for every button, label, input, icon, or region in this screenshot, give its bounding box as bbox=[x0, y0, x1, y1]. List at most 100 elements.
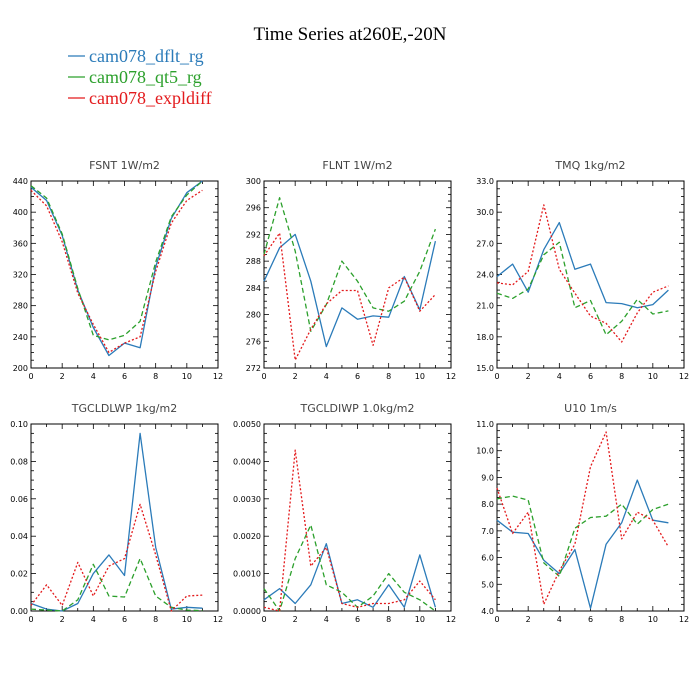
x-tick-label: 10 bbox=[182, 372, 192, 381]
y-tick-label: 276 bbox=[246, 337, 261, 346]
x-tick-label: 0 bbox=[494, 615, 499, 624]
series-line bbox=[496, 204, 669, 343]
x-tick-label: 4 bbox=[324, 615, 329, 624]
x-tick-label: 2 bbox=[293, 615, 298, 624]
x-tick-label: 6 bbox=[355, 615, 360, 624]
x-tick-label: 12 bbox=[213, 372, 223, 381]
x-tick-label: 0 bbox=[28, 615, 33, 624]
legend-label: cam078_expldiff bbox=[89, 88, 212, 108]
y-tick-label: 5.0 bbox=[481, 580, 494, 589]
y-tick-label: 0.10 bbox=[10, 420, 28, 429]
y-tick-label: 0.0020 bbox=[233, 532, 261, 541]
y-tick-label: 400 bbox=[13, 208, 28, 217]
y-tick-label: 0.0010 bbox=[233, 570, 261, 579]
panel-title: FLNT 1W/m2 bbox=[322, 159, 392, 172]
plot-frame bbox=[30, 423, 219, 612]
x-tick-label: 2 bbox=[60, 372, 65, 381]
x-tick-label: 8 bbox=[386, 372, 391, 381]
panels: FSNT 1W/m20 2 4 6 8 10 12200240280320360400440… bbox=[10, 159, 689, 624]
panel-title: TGCLDIWP 1.0kg/m2 bbox=[299, 402, 414, 415]
series-line bbox=[30, 189, 203, 354]
series-line bbox=[496, 495, 669, 577]
series-line bbox=[263, 232, 436, 361]
panel-title: FSNT 1W/m2 bbox=[89, 159, 160, 172]
panel-title: TMQ 1kg/m2 bbox=[554, 159, 625, 172]
x-tick-label: 8 bbox=[153, 372, 158, 381]
x-tick-label: 4 bbox=[557, 372, 562, 381]
x-tick-label: 12 bbox=[446, 372, 456, 381]
legend-label: cam078_dflt_rg bbox=[89, 46, 204, 66]
x-tick-label: 2 bbox=[293, 372, 298, 381]
series-line bbox=[263, 543, 437, 608]
y-tick-label: 0.02 bbox=[10, 570, 28, 579]
x-tick-label: 0 bbox=[261, 372, 266, 381]
y-tick-label: 8.0 bbox=[481, 500, 494, 509]
chart-panel: TGCLDIWP 1.0kg/m2 0 2 4 6 8 10 12 0.0000 0.0010 0.… bbox=[233, 402, 456, 624]
y-tick-label: 11.0 bbox=[476, 420, 494, 429]
chart-panel: FLNT 1W/m2 0 2 4 6 8 10 12 272 276 280 284 288 292 296… bbox=[246, 159, 456, 381]
y-tick-label: 0.00 bbox=[10, 607, 28, 616]
x-tick-label: 10 bbox=[415, 615, 425, 624]
panel-title: U10 1m/s bbox=[564, 402, 617, 415]
x-tick-label: 2 bbox=[526, 615, 531, 624]
y-tick-label: 360 bbox=[13, 239, 28, 248]
y-tick-label: 272 bbox=[246, 364, 261, 373]
y-tick-label: 440 bbox=[13, 177, 28, 186]
x-tick-label: 8 bbox=[153, 615, 158, 624]
x-tick-label: 4 bbox=[557, 615, 562, 624]
series-line bbox=[263, 197, 437, 332]
series-line bbox=[30, 557, 203, 612]
x-tick-label: 2 bbox=[526, 372, 531, 381]
y-tick-label: 4.0 bbox=[481, 607, 494, 616]
chart-panel: U10 1m/s 0 2 4 6 8 10 12 4.0 5.0 6.0 7.0 8.0 9.0 10.0 1… bbox=[476, 402, 689, 624]
y-tick-label: 280 bbox=[13, 302, 28, 311]
y-tick-label: 288 bbox=[246, 257, 261, 266]
x-tick-label: 6 bbox=[355, 372, 360, 381]
x-tick-label: 8 bbox=[619, 615, 624, 624]
y-tick-label: 15.0 bbox=[476, 364, 494, 373]
series-line bbox=[263, 524, 436, 612]
y-tick-label: 0.0040 bbox=[233, 457, 261, 466]
x-tick-label: 10 bbox=[648, 372, 658, 381]
y-tick-label: 0.0050 bbox=[233, 420, 261, 429]
y-tick-label: 300 bbox=[246, 177, 261, 186]
y-tick-label: 18.0 bbox=[476, 333, 494, 342]
y-tick-label: 280 bbox=[246, 311, 261, 320]
chart-panel: TMQ 1kg/m2 0 2 4 6 8 10 12 15.0 18.0 21.0 24.0 27.0 3… bbox=[476, 159, 689, 381]
y-tick-label: 240 bbox=[13, 333, 28, 342]
figure-title: Time Series at260E,-20N bbox=[254, 24, 447, 45]
y-tick-label: 0.06 bbox=[10, 495, 28, 504]
y-tick-label: 10.0 bbox=[476, 447, 494, 456]
x-tick-label: 6 bbox=[122, 615, 127, 624]
x-tick-label: 0 bbox=[28, 372, 33, 381]
y-tick-label: 33.0 bbox=[476, 177, 494, 186]
x-tick-label: 8 bbox=[386, 615, 391, 624]
y-tick-label: 292 bbox=[246, 230, 261, 239]
legend-label: cam078_qt5_rg bbox=[89, 67, 202, 87]
x-tick-label: 10 bbox=[182, 615, 192, 624]
y-tick-label: 0.08 bbox=[10, 457, 28, 466]
x-tick-label: 12 bbox=[679, 615, 689, 624]
chart-panel: FSNT 1W/m2 0 2 4 6 8 10 12 200 240 280 320 360 400 440 bbox=[13, 159, 223, 381]
y-tick-label: 0.04 bbox=[10, 532, 28, 541]
series-line bbox=[263, 449, 436, 612]
series-line bbox=[496, 221, 669, 309]
y-tick-label: 7.0 bbox=[481, 527, 494, 536]
x-tick-label: 6 bbox=[122, 372, 127, 381]
y-tick-label: 21.0 bbox=[476, 302, 494, 311]
x-tick-label: 4 bbox=[91, 615, 96, 624]
x-tick-label: 8 bbox=[619, 372, 624, 381]
x-tick-label: 12 bbox=[446, 615, 456, 624]
series-line bbox=[30, 503, 203, 612]
series-line bbox=[496, 241, 669, 336]
y-tick-label: 0.0030 bbox=[233, 495, 261, 504]
x-tick-label: 10 bbox=[415, 372, 425, 381]
y-tick-label: 6.0 bbox=[481, 554, 494, 563]
plot-frame bbox=[263, 180, 452, 369]
series-line bbox=[496, 479, 669, 609]
y-tick-label: 27.0 bbox=[476, 239, 494, 248]
legend: cam078_dflt_rgcam078_qt5_rgcam078_expldi… bbox=[68, 46, 212, 108]
x-tick-label: 0 bbox=[494, 372, 499, 381]
plot-frame bbox=[496, 180, 685, 369]
x-tick-label: 12 bbox=[213, 615, 223, 624]
